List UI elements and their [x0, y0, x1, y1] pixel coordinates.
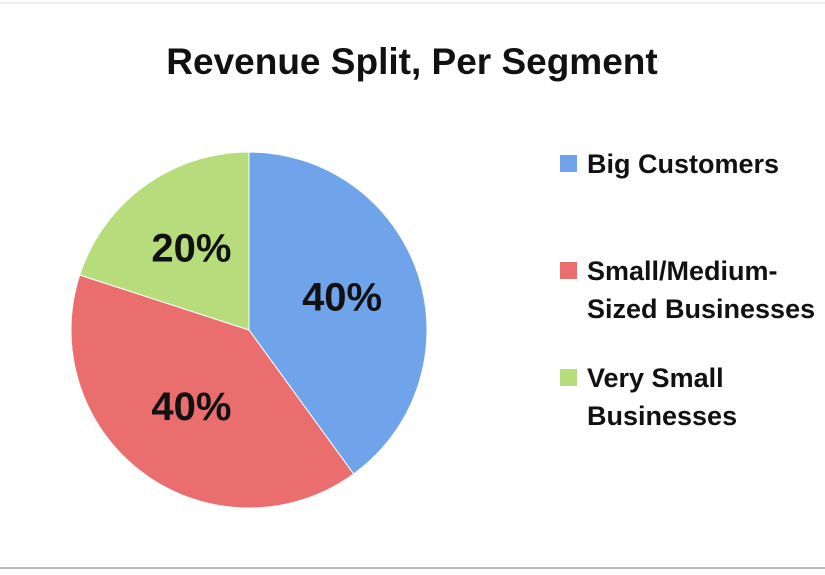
value-label: 20% — [151, 226, 231, 270]
pie-slice — [70, 274, 355, 509]
legend-label: Very Small Businesses — [587, 363, 738, 431]
legend-item: Big Customers — [560, 145, 825, 183]
pie-slice — [248, 151, 428, 475]
legend-key — [560, 262, 577, 279]
legend-item: Very Small Businesses — [560, 359, 825, 435]
pie-slice — [79, 151, 250, 331]
legend-item: Small/Medium-Sized Businesses — [560, 252, 825, 328]
legend-label: Big Customers — [587, 149, 780, 179]
legend-label: Small/Medium-Sized Businesses — [587, 256, 816, 324]
value-label: 40% — [302, 275, 382, 319]
legend-key — [560, 369, 577, 386]
chart-title: Revenue Split, Per Segment — [166, 41, 657, 82]
value-label: 40% — [151, 385, 231, 429]
legend-key — [560, 155, 577, 172]
